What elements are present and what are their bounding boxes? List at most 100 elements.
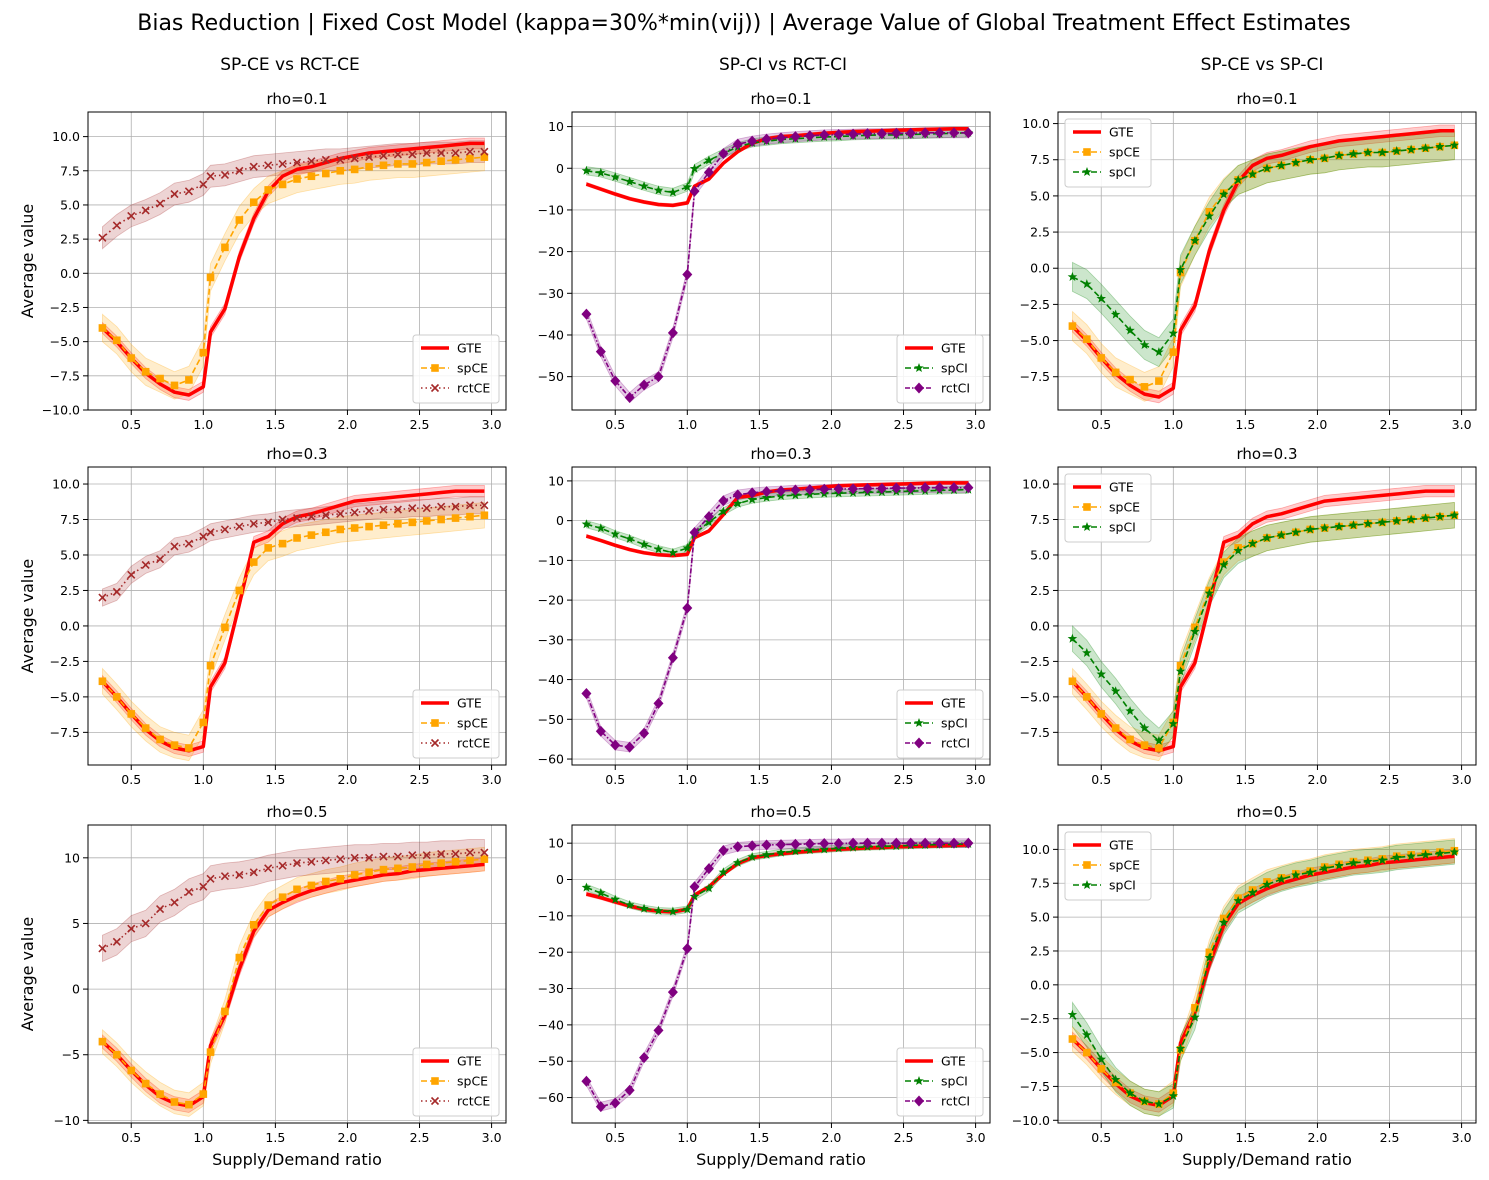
legend-label-spCE: spCE	[1109, 500, 1140, 515]
data-point-spCE	[293, 885, 301, 894]
series-line-spCE	[1071, 849, 1455, 1105]
x-tick-label: 0.5	[1091, 772, 1111, 787]
data-point-rctCE	[451, 849, 460, 858]
y-tick-label: 10.0	[1022, 116, 1050, 131]
data-point-rctCI	[639, 379, 650, 391]
legend-label-spCI: spCI	[1109, 878, 1136, 893]
data-point-spCI	[1348, 148, 1359, 158]
data-point-spCE	[199, 348, 208, 357]
y-tick-label: 10	[548, 473, 564, 488]
data-point-rctCI	[804, 130, 815, 142]
data-point-spCE	[170, 381, 179, 390]
y-tick-label: 7.5	[1030, 876, 1050, 891]
y-tick-label: 10.0	[52, 477, 80, 492]
data-point-spCE	[278, 539, 287, 548]
y-tick-label: 5.0	[1030, 910, 1050, 925]
legend-label-spCE: spCE	[1109, 858, 1140, 873]
data-point-rctCI	[703, 511, 714, 523]
data-point-spCE	[113, 693, 121, 701]
data-point-rctCE	[220, 170, 229, 179]
data-point-rctCE	[465, 147, 475, 156]
chart-panel: 0.5 1.0 1.5 2.0 2.5 3.0 −7.5 −5.0 −2.5 0.0 2.5 5.0 7…	[1020, 445, 1477, 787]
data-point-spCI	[1406, 514, 1416, 524]
data-point-rctCI	[920, 482, 931, 494]
subplot-title: rho=0.1	[750, 90, 811, 108]
data-point-spCE	[408, 160, 417, 168]
confidence-band-spCE	[1072, 130, 1455, 402]
data-point-spCE	[1083, 1048, 1091, 1057]
data-point-spCI	[653, 905, 664, 915]
data-point-rctCE	[292, 158, 302, 167]
x-tick-label: 3.0	[1452, 772, 1472, 787]
series-line-GTE	[1071, 489, 1455, 753]
data-point-spCI	[1219, 559, 1229, 569]
data-point-spCE	[113, 336, 121, 345]
data-point-rctCE	[170, 898, 179, 907]
data-point-spCE	[1111, 724, 1120, 732]
data-point-spCI	[1291, 527, 1301, 537]
data-point-spCE	[141, 1079, 150, 1088]
data-point-spCE	[235, 216, 244, 224]
data-point-rctCE	[350, 154, 359, 163]
data-point-spCE	[437, 157, 445, 166]
data-point-spCE	[379, 161, 388, 170]
x-tick-label: 1.5	[1235, 772, 1255, 787]
data-point-spCE	[221, 623, 229, 632]
legend-marker-spCI	[914, 363, 924, 373]
data-point-rctCI	[761, 133, 772, 145]
y-tick-label: −30	[538, 632, 564, 647]
data-point-rctCI	[876, 482, 887, 494]
data-point-spCI	[1204, 952, 1215, 962]
data-point-spCI	[1420, 143, 1431, 153]
data-point-spCE	[1155, 744, 1163, 752]
data-point-spCI	[1175, 1043, 1186, 1053]
data-point-rctCE	[408, 504, 417, 513]
legend-box	[412, 1047, 500, 1117]
data-layer	[98, 137, 489, 401]
data-point-rctCE	[220, 872, 229, 881]
y-tick-label: 5.0	[1030, 188, 1050, 203]
y-tick-label: −40	[538, 1017, 564, 1032]
legend-label-spCI: spCI	[1109, 520, 1136, 535]
data-point-spCI	[682, 904, 693, 914]
legend-label-rctCE: rctCE	[457, 381, 490, 396]
data-point-rctCE	[206, 874, 215, 883]
y-tick-label: 7.5	[1030, 512, 1050, 527]
y-tick-label: 0.0	[1030, 261, 1050, 276]
data-point-spCI	[1168, 718, 1179, 728]
legend-label-spCI: spCI	[941, 361, 968, 376]
data-point-spCE	[1191, 1004, 1199, 1012]
data-point-rctCE	[465, 848, 475, 857]
y-axis-label: Average value	[18, 917, 37, 1032]
data-layer	[581, 480, 974, 753]
data-point-spCI	[639, 903, 649, 913]
data-point-rctCI	[732, 138, 743, 150]
legend-label-spCE: spCE	[457, 716, 488, 731]
data-point-spCI	[653, 185, 664, 195]
data-point-spCE	[422, 517, 431, 525]
data-point-rctCI	[747, 487, 758, 499]
data-point-rctCE	[292, 514, 302, 523]
y-tick-label: 10	[548, 836, 564, 851]
y-tick-label: 5.0	[60, 547, 80, 562]
axes-frame	[1057, 824, 1477, 1124]
data-point-rctCE	[206, 172, 215, 181]
data-point-spCE	[221, 1007, 229, 1016]
data-point-spCE	[185, 744, 193, 752]
data-point-rctCE	[480, 848, 489, 857]
x-tick-label: 1.5	[1235, 1130, 1255, 1145]
data-point-spCI	[639, 181, 649, 191]
legend-label-GTE: GTE	[457, 341, 482, 356]
data-point-spCE	[1155, 377, 1163, 385]
data-point-rctCI	[624, 391, 635, 403]
data-point-rctCI	[761, 839, 772, 851]
data-point-rctCE	[451, 502, 460, 511]
x-tick-label: 2.0	[338, 772, 358, 787]
data-point-rctCI	[639, 727, 650, 739]
data-point-spCE	[98, 1037, 107, 1046]
subplot-title: rho=0.3	[750, 445, 811, 463]
y-tick-label: 0	[72, 982, 80, 997]
confidence-band-spCE	[102, 846, 485, 1117]
y-tick-label: 5	[72, 916, 80, 931]
data-point-rctCE	[465, 501, 475, 510]
